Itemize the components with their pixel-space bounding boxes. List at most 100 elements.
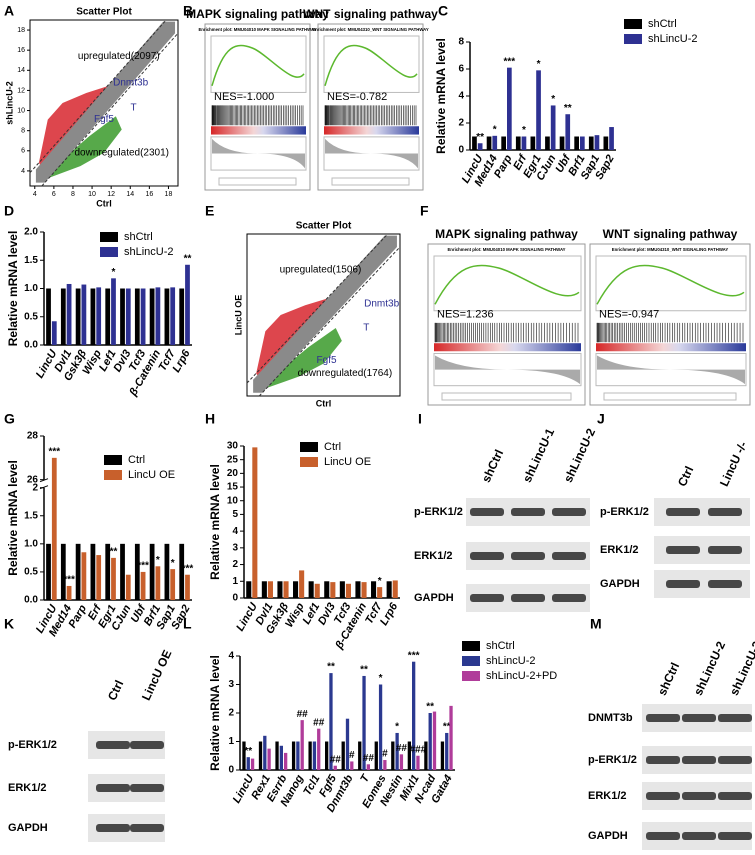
- bar: [90, 543, 96, 600]
- blot-band: [470, 594, 504, 602]
- x-tick-label: 6: [52, 191, 56, 198]
- protein-label: ERK1/2: [588, 790, 627, 802]
- legend-label: shLincU-2: [486, 655, 536, 667]
- blot-band: [96, 824, 130, 832]
- blot-band: [666, 546, 700, 554]
- significance-label: *: [537, 59, 541, 70]
- lane-label: shLincU-1: [520, 426, 557, 485]
- scatter-title: Scatter Plot: [296, 221, 352, 232]
- blot-band: [470, 552, 504, 560]
- bar: [155, 287, 161, 345]
- bar: [345, 718, 350, 770]
- panel-label: I: [418, 411, 422, 427]
- bar: [308, 581, 314, 598]
- bar: [170, 287, 176, 345]
- blot-band: [130, 824, 164, 832]
- bar: [252, 447, 258, 598]
- y-tick-label: 2: [232, 559, 238, 570]
- bar: [339, 581, 345, 598]
- gsea-title: MAPK signaling pathway: [435, 227, 578, 241]
- fold-line: [246, 233, 389, 384]
- y-tick-label: 6: [458, 64, 464, 75]
- y-tick-label: 4: [232, 526, 238, 537]
- bar: [283, 581, 289, 598]
- bar: [46, 543, 51, 600]
- x-tick-label: 8: [71, 191, 75, 198]
- y-tick-label: 0.5: [24, 567, 38, 578]
- bar: [75, 288, 81, 345]
- y-tick-label: 4: [228, 651, 234, 662]
- protein-label: p-ERK1/2: [600, 506, 649, 518]
- bar: [164, 543, 170, 600]
- bar: [378, 684, 383, 770]
- bar: [246, 581, 252, 598]
- y-tick-label: 5: [232, 509, 238, 520]
- lane-label: shLincU-2: [561, 426, 598, 485]
- y-tick-label: 0: [458, 145, 464, 156]
- enrichment-box: [323, 35, 420, 93]
- annotation: Fgf5: [94, 114, 114, 125]
- bar: [358, 741, 362, 770]
- annotation: T: [363, 323, 369, 334]
- bar: [530, 136, 536, 150]
- fold-line: [29, 19, 167, 174]
- y-tick-label: 30: [227, 441, 239, 452]
- bar: [46, 288, 51, 345]
- annotation: Fgf5: [317, 355, 337, 366]
- y-tick-label: 0.0: [24, 340, 38, 351]
- bar: [559, 136, 565, 150]
- blot-band: [718, 756, 752, 764]
- bar: [291, 741, 296, 770]
- significance-label: *: [493, 124, 497, 135]
- x-tick-label: Lrp6: [170, 347, 193, 374]
- y-tick-label: 8: [458, 37, 464, 48]
- panel-label: C: [438, 3, 448, 19]
- bar: [440, 741, 445, 770]
- legend-label: LincU OE: [128, 469, 175, 481]
- nes-label: NES=1.236: [437, 309, 494, 321]
- bar: [125, 574, 131, 600]
- y-tick-label: 10: [17, 107, 25, 114]
- significance-label: ***: [182, 563, 194, 574]
- scatter-title: Scatter Plot: [76, 7, 132, 18]
- bar: [329, 673, 333, 770]
- protein-label: GAPDH: [600, 578, 640, 590]
- x-tick-label: 16: [145, 191, 153, 198]
- significance-label: *: [112, 267, 116, 278]
- bar: [51, 321, 57, 345]
- y-tick-label: 4: [21, 168, 25, 175]
- y-tick-label: 20: [227, 468, 239, 479]
- bar: [96, 287, 102, 345]
- bar: [374, 741, 378, 770]
- bar: [609, 127, 614, 150]
- bar: [391, 741, 395, 770]
- bar: [185, 574, 190, 600]
- panel-label: B: [183, 3, 193, 19]
- bar: [105, 288, 111, 345]
- annotation: downregulated(2301): [75, 147, 170, 158]
- legend-label: shLincU-2+PD: [486, 670, 557, 682]
- bar: [308, 741, 312, 770]
- blot-band: [718, 832, 752, 840]
- y-tick-label: 2: [458, 118, 464, 129]
- y-tick-label: 10: [227, 495, 239, 506]
- lane-label: Ctrl: [675, 464, 696, 489]
- gsea-legend: [441, 392, 572, 401]
- bar: [267, 748, 271, 770]
- y-tick-label: 0.5: [24, 311, 38, 322]
- significance-label: **: [426, 702, 434, 713]
- bar: [477, 143, 483, 150]
- significance-label: ##: [330, 754, 342, 765]
- blot-band: [96, 784, 130, 792]
- bar: [395, 732, 399, 770]
- bar: [60, 543, 66, 600]
- panel-label: G: [4, 411, 15, 427]
- legend-swatch: [300, 442, 318, 452]
- bar: [179, 288, 185, 345]
- blot-band: [646, 756, 680, 764]
- y-tick-label: 3: [228, 679, 234, 690]
- bar: [428, 713, 432, 770]
- bar: [134, 288, 140, 345]
- y-tick-label: 1.5: [24, 255, 38, 266]
